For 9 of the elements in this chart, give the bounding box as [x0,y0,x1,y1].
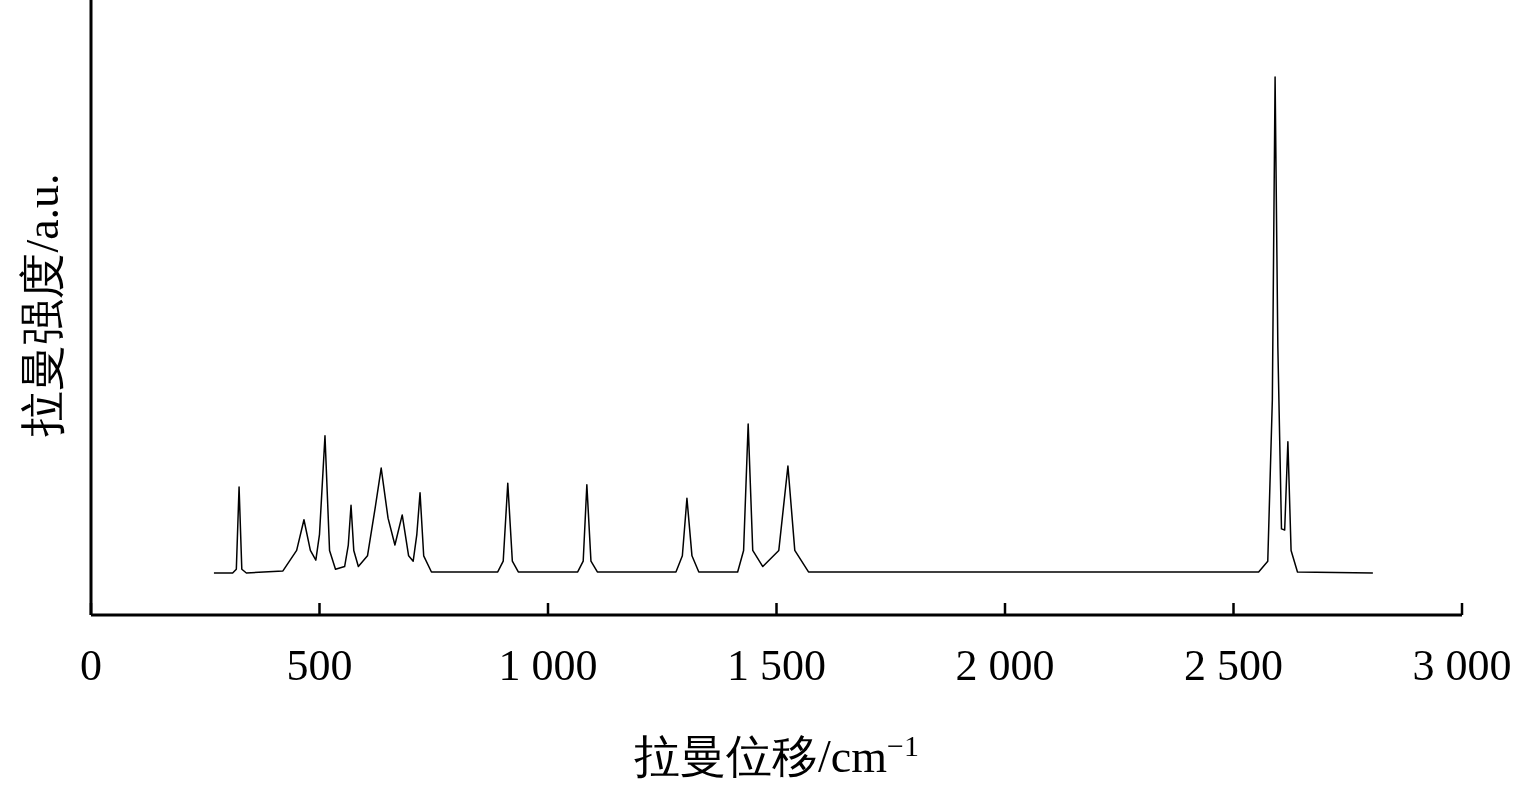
x-axis-title: 拉曼位移/cm$^{−1}$ [634,728,919,782]
x-tick-label: 2 000 [955,641,1055,690]
x-tick-label: 0 [80,641,102,690]
x-tick-label: 1 500 [727,641,826,690]
x-tick-label: 2 500 [1184,641,1283,690]
x-tick-label: 1 000 [498,641,598,690]
x-tick-label: 3 000 [1412,641,1512,690]
y-axis-title: 拉曼强度/a.u. [17,173,68,437]
x-tick-label: 500 [286,641,353,690]
